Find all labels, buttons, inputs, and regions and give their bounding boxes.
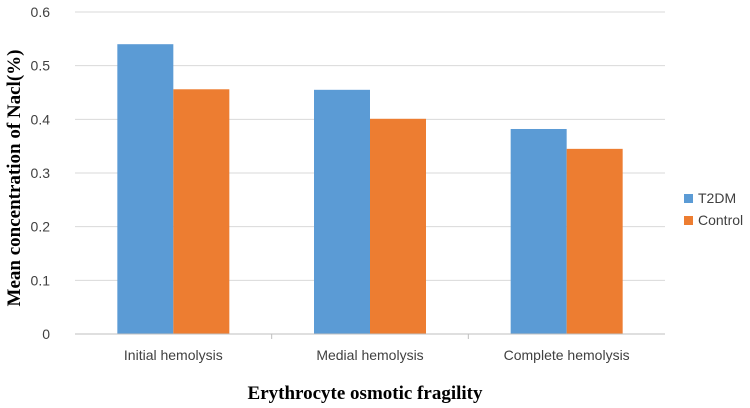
- bar-control-1: [173, 89, 230, 334]
- bar-control-3: [566, 148, 623, 334]
- bar-t2dm-1: [117, 44, 174, 334]
- y-tick-label: 0: [42, 326, 50, 342]
- y-tick-label: 0.2: [31, 219, 51, 235]
- legend-label-control: Control: [698, 212, 743, 228]
- bar-t2dm-3: [510, 128, 567, 334]
- bar-control-2: [370, 118, 426, 335]
- y-axis-label: Mean concentration of Nacl(%): [4, 50, 25, 307]
- bar-t2dm-2: [314, 89, 370, 334]
- x-category-label: Complete hemolysis: [504, 347, 630, 363]
- legend-swatch-control: [684, 216, 693, 225]
- x-category-label: Medial hemolysis: [316, 347, 423, 363]
- y-axis-ticks: 0 0.1 0.2 0.3 0.4 0.5 0.6: [31, 4, 51, 342]
- y-tick-label: 0.6: [31, 4, 51, 20]
- legend-swatch-t2dm: [684, 194, 693, 203]
- x-axis-label: Erythrocyte osmotic fragility: [248, 383, 483, 404]
- x-category-label: Initial hemolysis: [124, 347, 223, 363]
- legend-label-t2dm: T2DM: [698, 190, 736, 206]
- y-tick-label: 0.4: [31, 111, 51, 127]
- y-tick-label: 0.3: [31, 165, 51, 181]
- legend: T2DM Control: [684, 190, 743, 228]
- y-tick-label: 0.1: [31, 272, 51, 288]
- y-tick-label: 0.5: [31, 58, 51, 74]
- x-axis-categories: Initial hemolysis Medial hemolysis Complet…: [124, 334, 630, 363]
- bars: [117, 44, 623, 335]
